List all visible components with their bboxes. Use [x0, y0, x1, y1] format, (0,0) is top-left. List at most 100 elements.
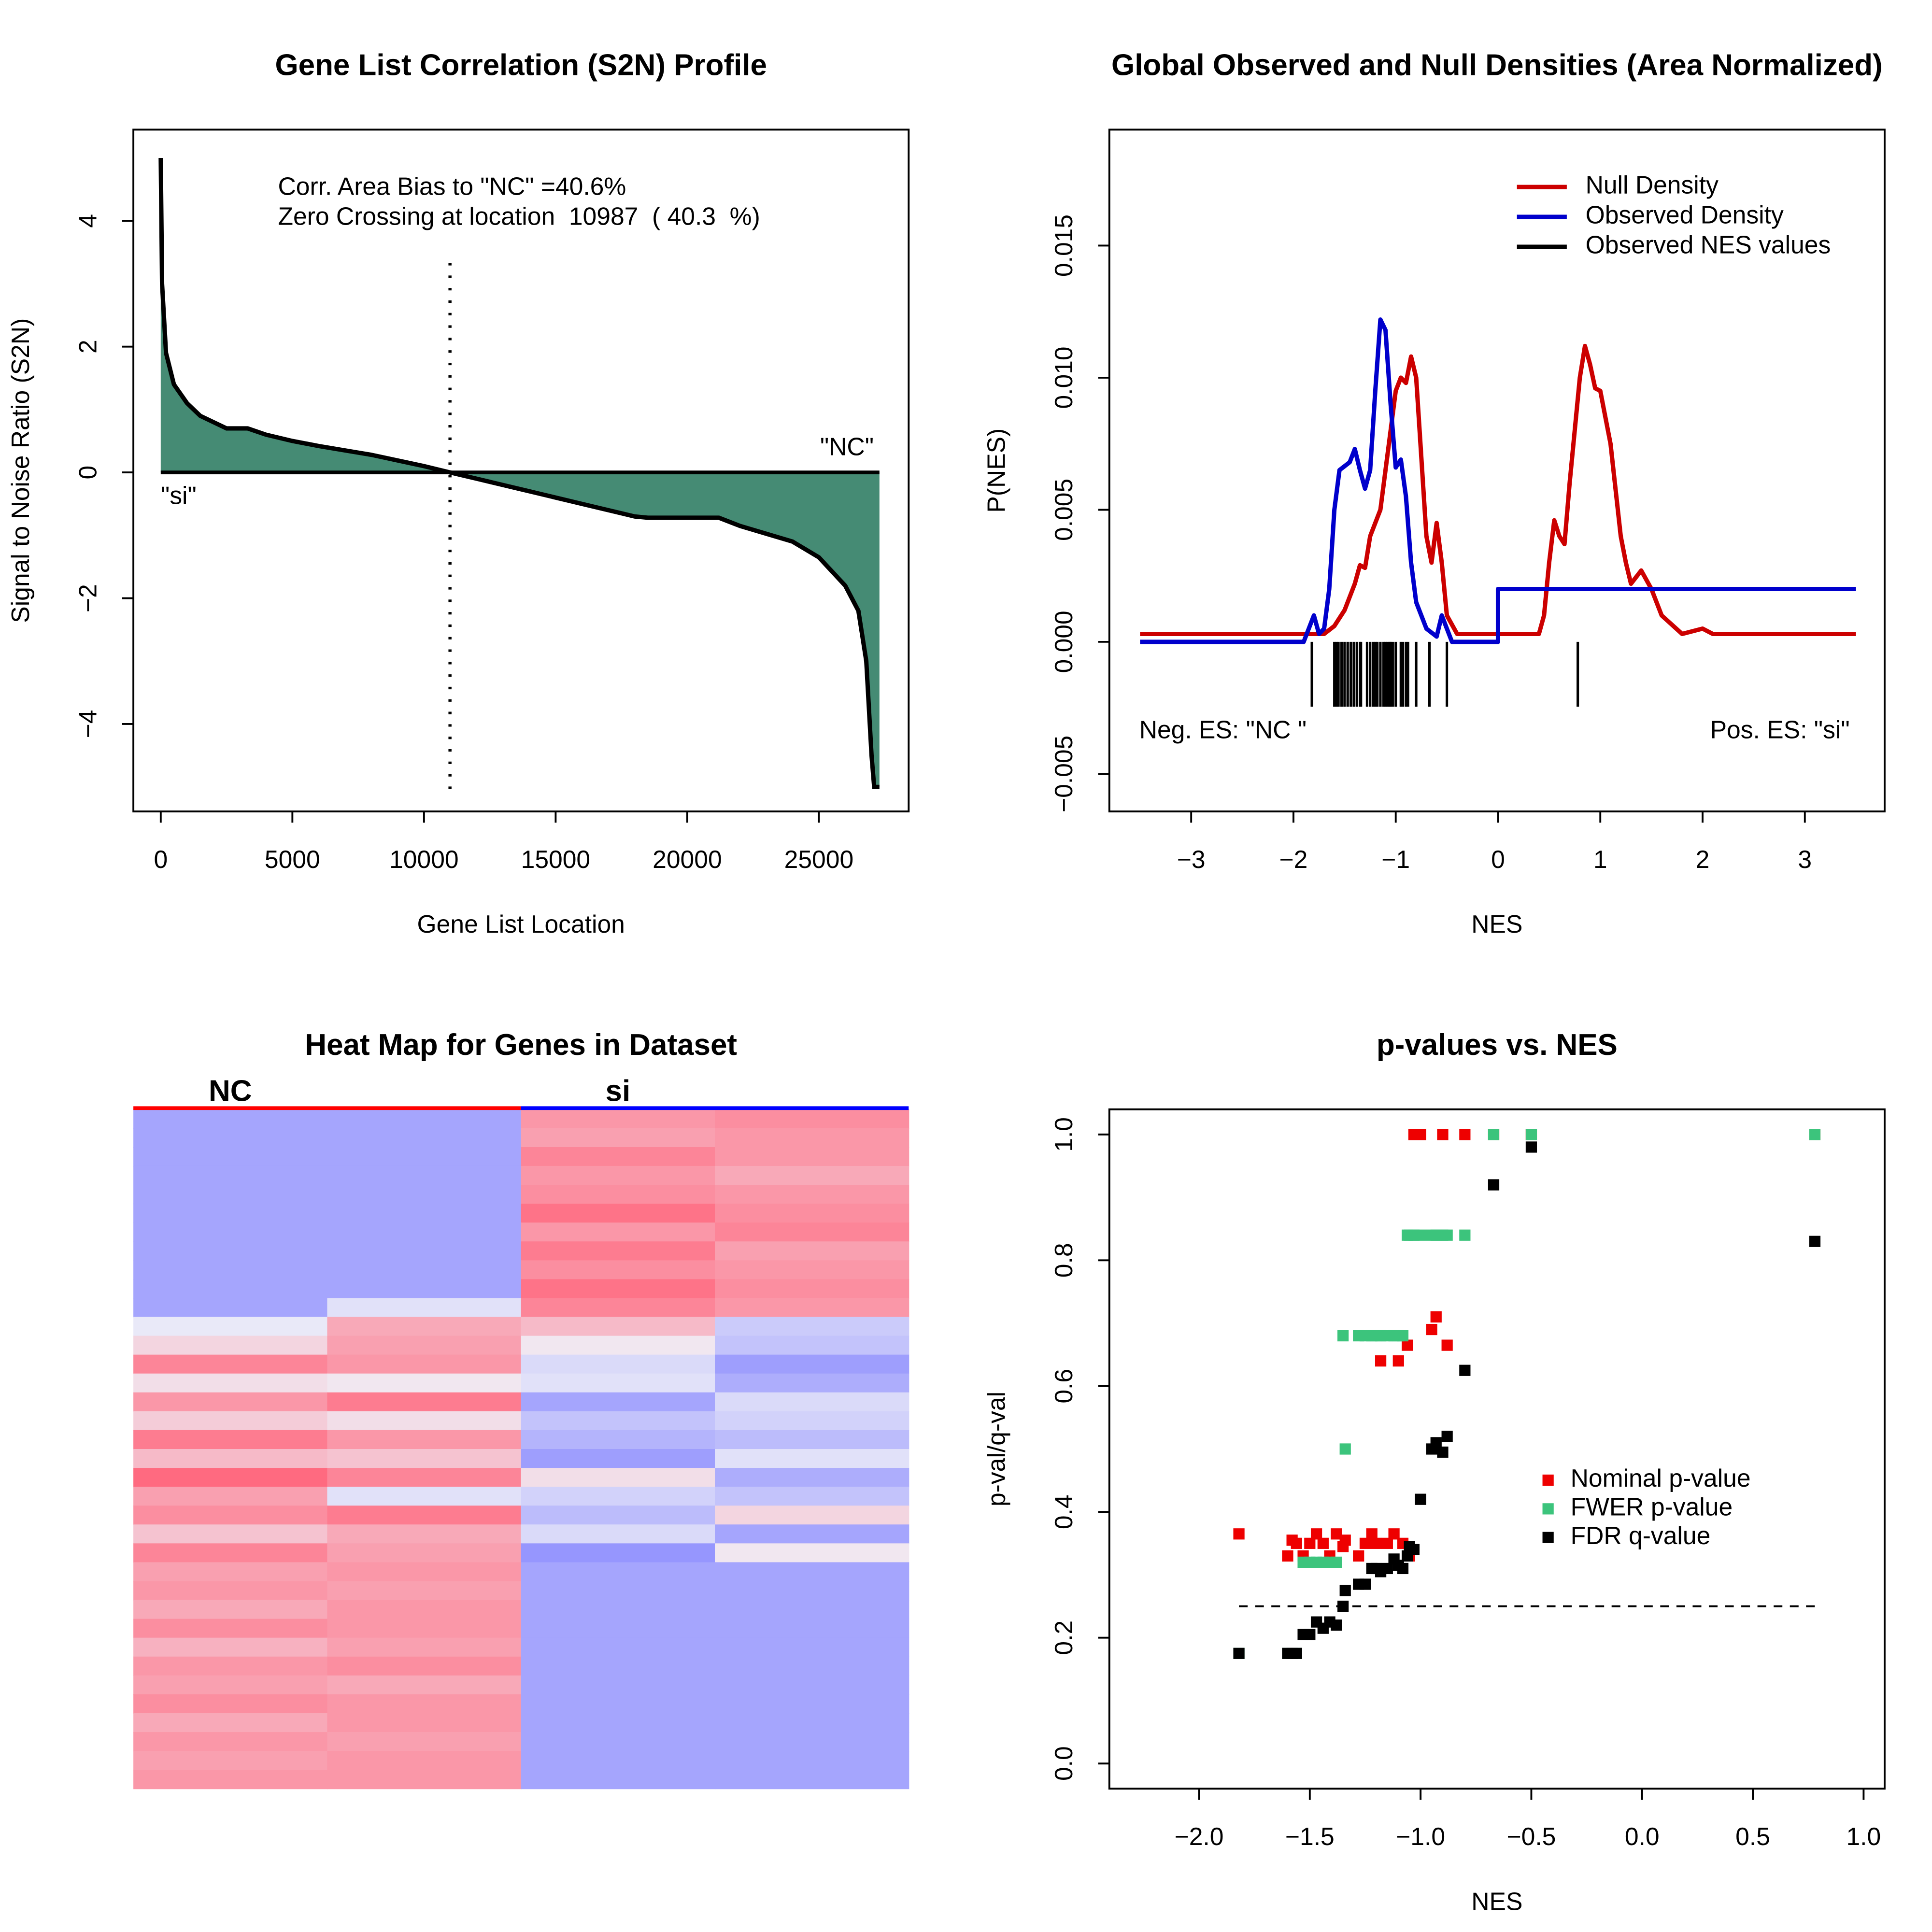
heat-cell [133, 1543, 328, 1563]
heat-cell [133, 1335, 328, 1355]
y-tick-label: 0.4 [1050, 1494, 1078, 1529]
heat-cell [521, 1128, 716, 1148]
heat-cell [327, 1430, 522, 1450]
heat-cell [521, 1373, 716, 1393]
chart-title: Gene List Correlation (S2N) Profile [275, 49, 767, 82]
x-tick-label: 0 [1491, 845, 1505, 873]
heat-cell [133, 1694, 328, 1714]
heat-cell [521, 1260, 716, 1280]
heat-cell [133, 1354, 328, 1374]
point [1282, 1550, 1293, 1562]
heat-cell [715, 1468, 909, 1488]
legend-label: Nominal p-value [1571, 1464, 1751, 1492]
point [1337, 1330, 1349, 1342]
legend-swatch [1542, 1503, 1554, 1515]
heat-cell [133, 1600, 328, 1619]
x-tick-label: 0.0 [1625, 1822, 1660, 1850]
heat-cell [133, 1656, 328, 1676]
x-tick-label: 0.5 [1735, 1822, 1770, 1850]
heat-cell [521, 1732, 716, 1752]
heat-cell [327, 1637, 522, 1657]
heat-cell [715, 1147, 909, 1167]
heat-cell [327, 1411, 522, 1431]
heat-cell [521, 1656, 716, 1676]
heat-cell [327, 1694, 522, 1714]
point [1375, 1355, 1387, 1367]
heat-cell [327, 1260, 522, 1280]
heat-cell [715, 1732, 909, 1752]
heat-cell [521, 1468, 716, 1488]
heat-cell [521, 1543, 716, 1563]
y-tick-label: 0 [73, 466, 101, 480]
heat-cell [327, 1770, 522, 1790]
point [1233, 1528, 1245, 1540]
point [1437, 1446, 1449, 1458]
y-tick-label: 0.010 [1050, 346, 1078, 409]
y-tick-label: 1.0 [1050, 1117, 1078, 1152]
heat-cell [521, 1335, 716, 1355]
heat-cell [327, 1619, 522, 1638]
heat-cell [327, 1600, 522, 1619]
heat-cell [133, 1147, 328, 1167]
heat-cell [715, 1373, 909, 1393]
x-tick-label: −1.0 [1396, 1822, 1445, 1850]
y-axis-label: P(NES) [982, 428, 1010, 513]
x-axis-label: NES [1471, 910, 1522, 938]
heat-cell [133, 1260, 328, 1280]
point [1441, 1431, 1453, 1442]
heat-cell [133, 1128, 328, 1148]
heat-cell [133, 1430, 328, 1450]
x-tick-label: −1 [1381, 845, 1410, 873]
heat-cell [715, 1430, 909, 1450]
heat-cell [521, 1770, 716, 1790]
density-line [1140, 343, 1856, 636]
heat-cell [715, 1600, 909, 1619]
x-tick-label: 10000 [389, 845, 459, 873]
x-tick-label: 1.0 [1846, 1822, 1881, 1850]
heat-cell [133, 1581, 328, 1601]
heat-cell [133, 1411, 328, 1431]
point [1233, 1648, 1245, 1659]
heat-cell [715, 1751, 909, 1771]
heat-cell [327, 1732, 522, 1752]
heat-cell [521, 1222, 716, 1242]
heat-cell [133, 1204, 328, 1223]
heat-cell [327, 1713, 522, 1733]
point [1809, 1129, 1821, 1140]
heat-cell [327, 1751, 522, 1771]
heat-cell [327, 1468, 522, 1488]
heat-cell [327, 1354, 522, 1374]
x-axis-label: NES [1471, 1887, 1522, 1915]
heat-cell [521, 1392, 716, 1412]
heat-cell [715, 1392, 909, 1412]
heat-cell [327, 1109, 522, 1129]
point [1459, 1229, 1471, 1241]
point [1441, 1339, 1453, 1351]
x-tick-label: −2.0 [1175, 1822, 1224, 1850]
point [1388, 1528, 1400, 1540]
heat-cell [715, 1335, 909, 1355]
heat-cell [521, 1751, 716, 1771]
point [1430, 1311, 1442, 1323]
chart-title: p-values vs. NES [1377, 1028, 1618, 1062]
point [1331, 1556, 1342, 1568]
legend-swatch [1542, 1532, 1554, 1543]
note: Neg. ES: "NC " [1139, 715, 1307, 743]
point [1402, 1339, 1413, 1351]
heat-cell [133, 1298, 328, 1318]
point [1415, 1129, 1426, 1140]
heat-cell [521, 1524, 716, 1544]
heat-cell [715, 1506, 909, 1525]
legend-label: FWER p-value [1571, 1493, 1733, 1521]
side-label: "si" [161, 481, 197, 509]
heat-cell [327, 1335, 522, 1355]
point [1317, 1537, 1329, 1549]
heat-cell [133, 1675, 328, 1695]
heat-cell [327, 1675, 522, 1695]
heat-cell [715, 1619, 909, 1638]
point [1339, 1585, 1351, 1596]
point [1397, 1563, 1409, 1575]
heat-cell [133, 1524, 328, 1544]
point [1415, 1229, 1426, 1241]
heat-cell [715, 1260, 909, 1280]
